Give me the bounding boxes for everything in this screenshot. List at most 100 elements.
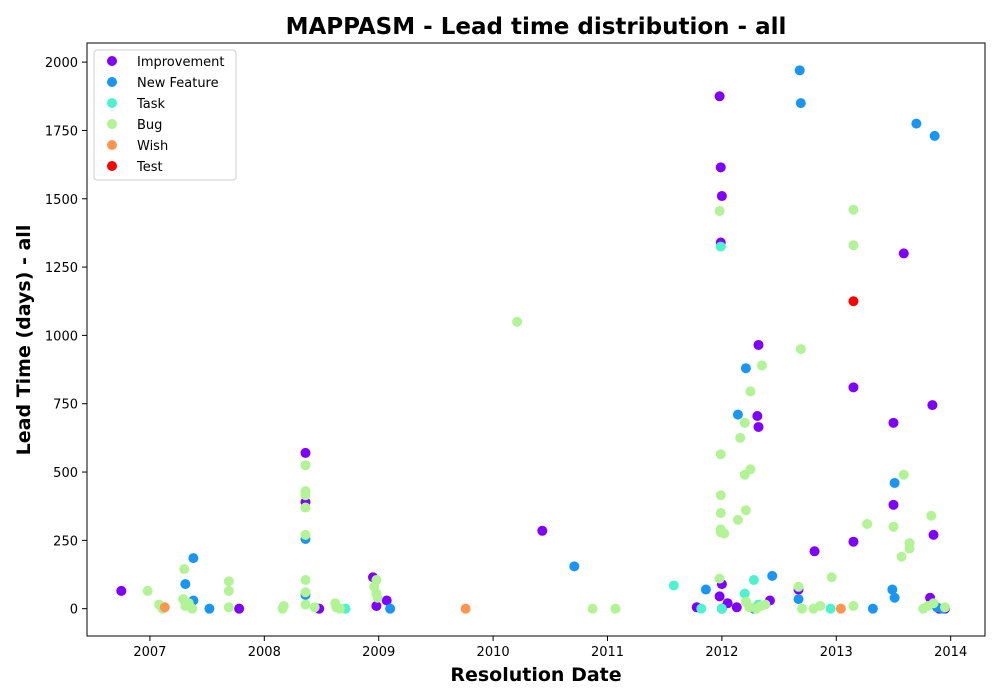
point-improvement xyxy=(809,546,820,557)
legend-label: Improvement xyxy=(137,55,224,70)
point-bug xyxy=(372,592,383,603)
point-new-feature xyxy=(929,130,940,141)
point-bug xyxy=(926,510,937,521)
point-test xyxy=(848,296,859,307)
y-tick-label: 1500 xyxy=(45,193,78,208)
point-bug xyxy=(300,587,311,598)
x-tick-label: 2013 xyxy=(820,645,853,660)
y-tick-label: 500 xyxy=(53,466,78,481)
point-bug xyxy=(848,600,859,611)
point-task xyxy=(715,241,726,252)
point-new-feature xyxy=(732,409,743,420)
legend-label: New Feature xyxy=(137,76,219,91)
y-axis-ticks: 0 250 500 750 1000 1250 1500 1750 2000 xyxy=(45,56,87,618)
point-improvement xyxy=(714,591,725,602)
point-bug xyxy=(904,543,915,554)
point-improvement xyxy=(753,339,764,350)
point-bug xyxy=(300,460,311,471)
point-improvement xyxy=(537,525,548,536)
y-axis-label: Lead Time (days) - all xyxy=(13,225,35,456)
y-tick-label: 0 xyxy=(70,603,78,618)
point-improvement xyxy=(731,602,742,613)
point-bug xyxy=(371,574,382,585)
point-improvement xyxy=(752,411,763,422)
point-new-feature xyxy=(867,603,878,614)
point-improvement xyxy=(300,447,311,458)
point-improvement xyxy=(714,91,725,102)
point-bug xyxy=(815,600,826,611)
point-bug xyxy=(223,602,234,613)
point-new-feature xyxy=(180,579,191,590)
point-task xyxy=(825,603,836,614)
point-bug xyxy=(826,572,837,583)
point-bug xyxy=(760,599,771,610)
point-bug xyxy=(300,502,311,513)
point-task xyxy=(739,588,750,599)
point-new-feature xyxy=(700,584,711,595)
x-axis-ticks: 2007 2008 2009 2010 2011 2012 2013 2014 xyxy=(133,636,967,660)
y-tick-label: 2000 xyxy=(45,56,78,71)
point-task xyxy=(748,574,759,585)
y-tick-label: 250 xyxy=(53,534,78,549)
point-improvement xyxy=(888,417,899,428)
x-tick-label: 2010 xyxy=(477,645,510,660)
point-new-feature xyxy=(889,592,900,603)
point-bug xyxy=(896,551,907,562)
point-bug xyxy=(300,490,311,501)
legend-label: Task xyxy=(136,97,166,112)
point-bug xyxy=(715,449,726,460)
point-improvement xyxy=(898,248,909,259)
point-improvement xyxy=(888,499,899,510)
point-bug xyxy=(898,469,909,480)
point-bug xyxy=(939,602,950,613)
point-task xyxy=(716,603,727,614)
x-tick-label: 2011 xyxy=(591,645,624,660)
legend-marker xyxy=(107,161,117,171)
point-bug xyxy=(848,204,859,215)
legend-label: Wish xyxy=(137,139,168,154)
point-new-feature xyxy=(793,594,804,605)
point-bug xyxy=(512,316,523,327)
point-new-feature xyxy=(887,584,898,595)
point-bug xyxy=(888,521,899,532)
point-improvement xyxy=(753,421,764,432)
x-tick-label: 2014 xyxy=(934,645,967,660)
point-bug xyxy=(714,206,725,217)
legend-marker xyxy=(107,98,117,108)
x-axis-label: Resolution Date xyxy=(450,664,621,686)
legend-marker xyxy=(107,140,117,150)
point-improvement xyxy=(371,600,382,611)
plot-frame xyxy=(86,42,986,637)
point-bug xyxy=(187,603,198,614)
point-bug xyxy=(735,432,746,443)
chart-title: MAPPASM - Lead time distribution - all xyxy=(286,14,787,40)
point-new-feature xyxy=(204,603,215,614)
point-task xyxy=(696,603,707,614)
point-new-feature xyxy=(889,477,900,488)
y-tick-label: 750 xyxy=(53,398,78,413)
point-bug xyxy=(739,417,750,428)
legend-marker xyxy=(107,77,117,87)
point-bug xyxy=(223,576,234,587)
point-wish xyxy=(835,603,846,614)
point-improvement xyxy=(234,603,245,614)
x-tick-label: 2007 xyxy=(133,645,166,660)
point-new-feature xyxy=(569,561,580,572)
point-bug xyxy=(179,564,190,575)
point-improvement xyxy=(848,382,859,393)
point-bug xyxy=(142,585,153,596)
point-task xyxy=(668,580,679,591)
point-bug xyxy=(309,602,320,613)
point-new-feature xyxy=(795,98,806,109)
point-bug xyxy=(745,386,756,397)
point-improvement xyxy=(381,595,392,606)
legend-label: Test xyxy=(136,160,163,175)
y-tick-label: 1000 xyxy=(45,329,78,344)
point-bug xyxy=(334,603,345,614)
point-bug xyxy=(928,598,939,609)
point-improvement xyxy=(116,585,127,596)
point-improvement xyxy=(848,536,859,547)
point-bug xyxy=(719,528,730,539)
x-tick-label: 2008 xyxy=(248,645,281,660)
